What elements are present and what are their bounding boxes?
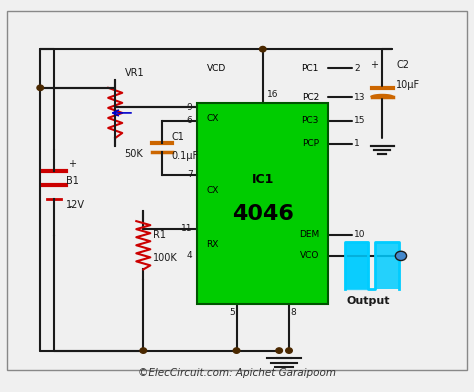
Circle shape [276, 348, 283, 353]
Text: +: + [68, 159, 76, 169]
Circle shape [37, 85, 44, 91]
Text: B1: B1 [66, 176, 79, 187]
Text: PC2: PC2 [302, 93, 319, 102]
Text: 50K: 50K [125, 149, 143, 160]
Bar [197, 103, 328, 304]
Circle shape [286, 348, 292, 353]
Text: +: + [370, 60, 377, 71]
Text: C2: C2 [396, 60, 409, 71]
Text: PC1: PC1 [301, 64, 319, 73]
Text: 16: 16 [267, 91, 279, 100]
Text: CX: CX [207, 114, 219, 123]
Text: 1: 1 [354, 139, 360, 148]
Text: DEM: DEM [299, 230, 319, 239]
Text: 12V: 12V [66, 200, 85, 210]
Circle shape [233, 348, 240, 353]
Circle shape [140, 348, 146, 353]
Circle shape [259, 46, 266, 52]
Text: 13: 13 [354, 93, 365, 102]
Text: VCD: VCD [207, 64, 226, 73]
Text: 8: 8 [291, 308, 297, 317]
Text: PC3: PC3 [301, 116, 319, 125]
Polygon shape [345, 242, 368, 289]
Text: 15: 15 [354, 116, 365, 125]
Text: 0.1μF: 0.1μF [172, 151, 199, 161]
Polygon shape [375, 242, 399, 289]
Text: 4046: 4046 [232, 204, 294, 224]
Text: 9: 9 [187, 103, 192, 112]
Text: C1: C1 [172, 132, 184, 142]
Text: 6: 6 [187, 116, 192, 125]
Text: VR1: VR1 [125, 68, 144, 78]
Text: 4: 4 [187, 251, 192, 260]
Text: 5: 5 [229, 308, 235, 317]
Text: CX: CX [207, 186, 219, 195]
Text: PCP: PCP [302, 139, 319, 148]
Text: 2: 2 [354, 64, 360, 73]
Text: R1: R1 [153, 230, 166, 240]
Text: 100K: 100K [153, 253, 177, 263]
Text: IC1: IC1 [252, 173, 274, 186]
Circle shape [395, 251, 407, 261]
Text: ©ElecCircuit.com: Apichet Garaipoom: ©ElecCircuit.com: Apichet Garaipoom [138, 368, 336, 377]
Text: 7: 7 [187, 170, 192, 179]
Text: VCO: VCO [300, 251, 319, 260]
Text: RX: RX [207, 240, 219, 249]
Text: 10: 10 [354, 230, 365, 239]
Text: Output: Output [346, 296, 390, 306]
Text: -: - [68, 201, 72, 211]
Text: 11: 11 [181, 224, 192, 233]
Text: 10μF: 10μF [396, 80, 420, 90]
